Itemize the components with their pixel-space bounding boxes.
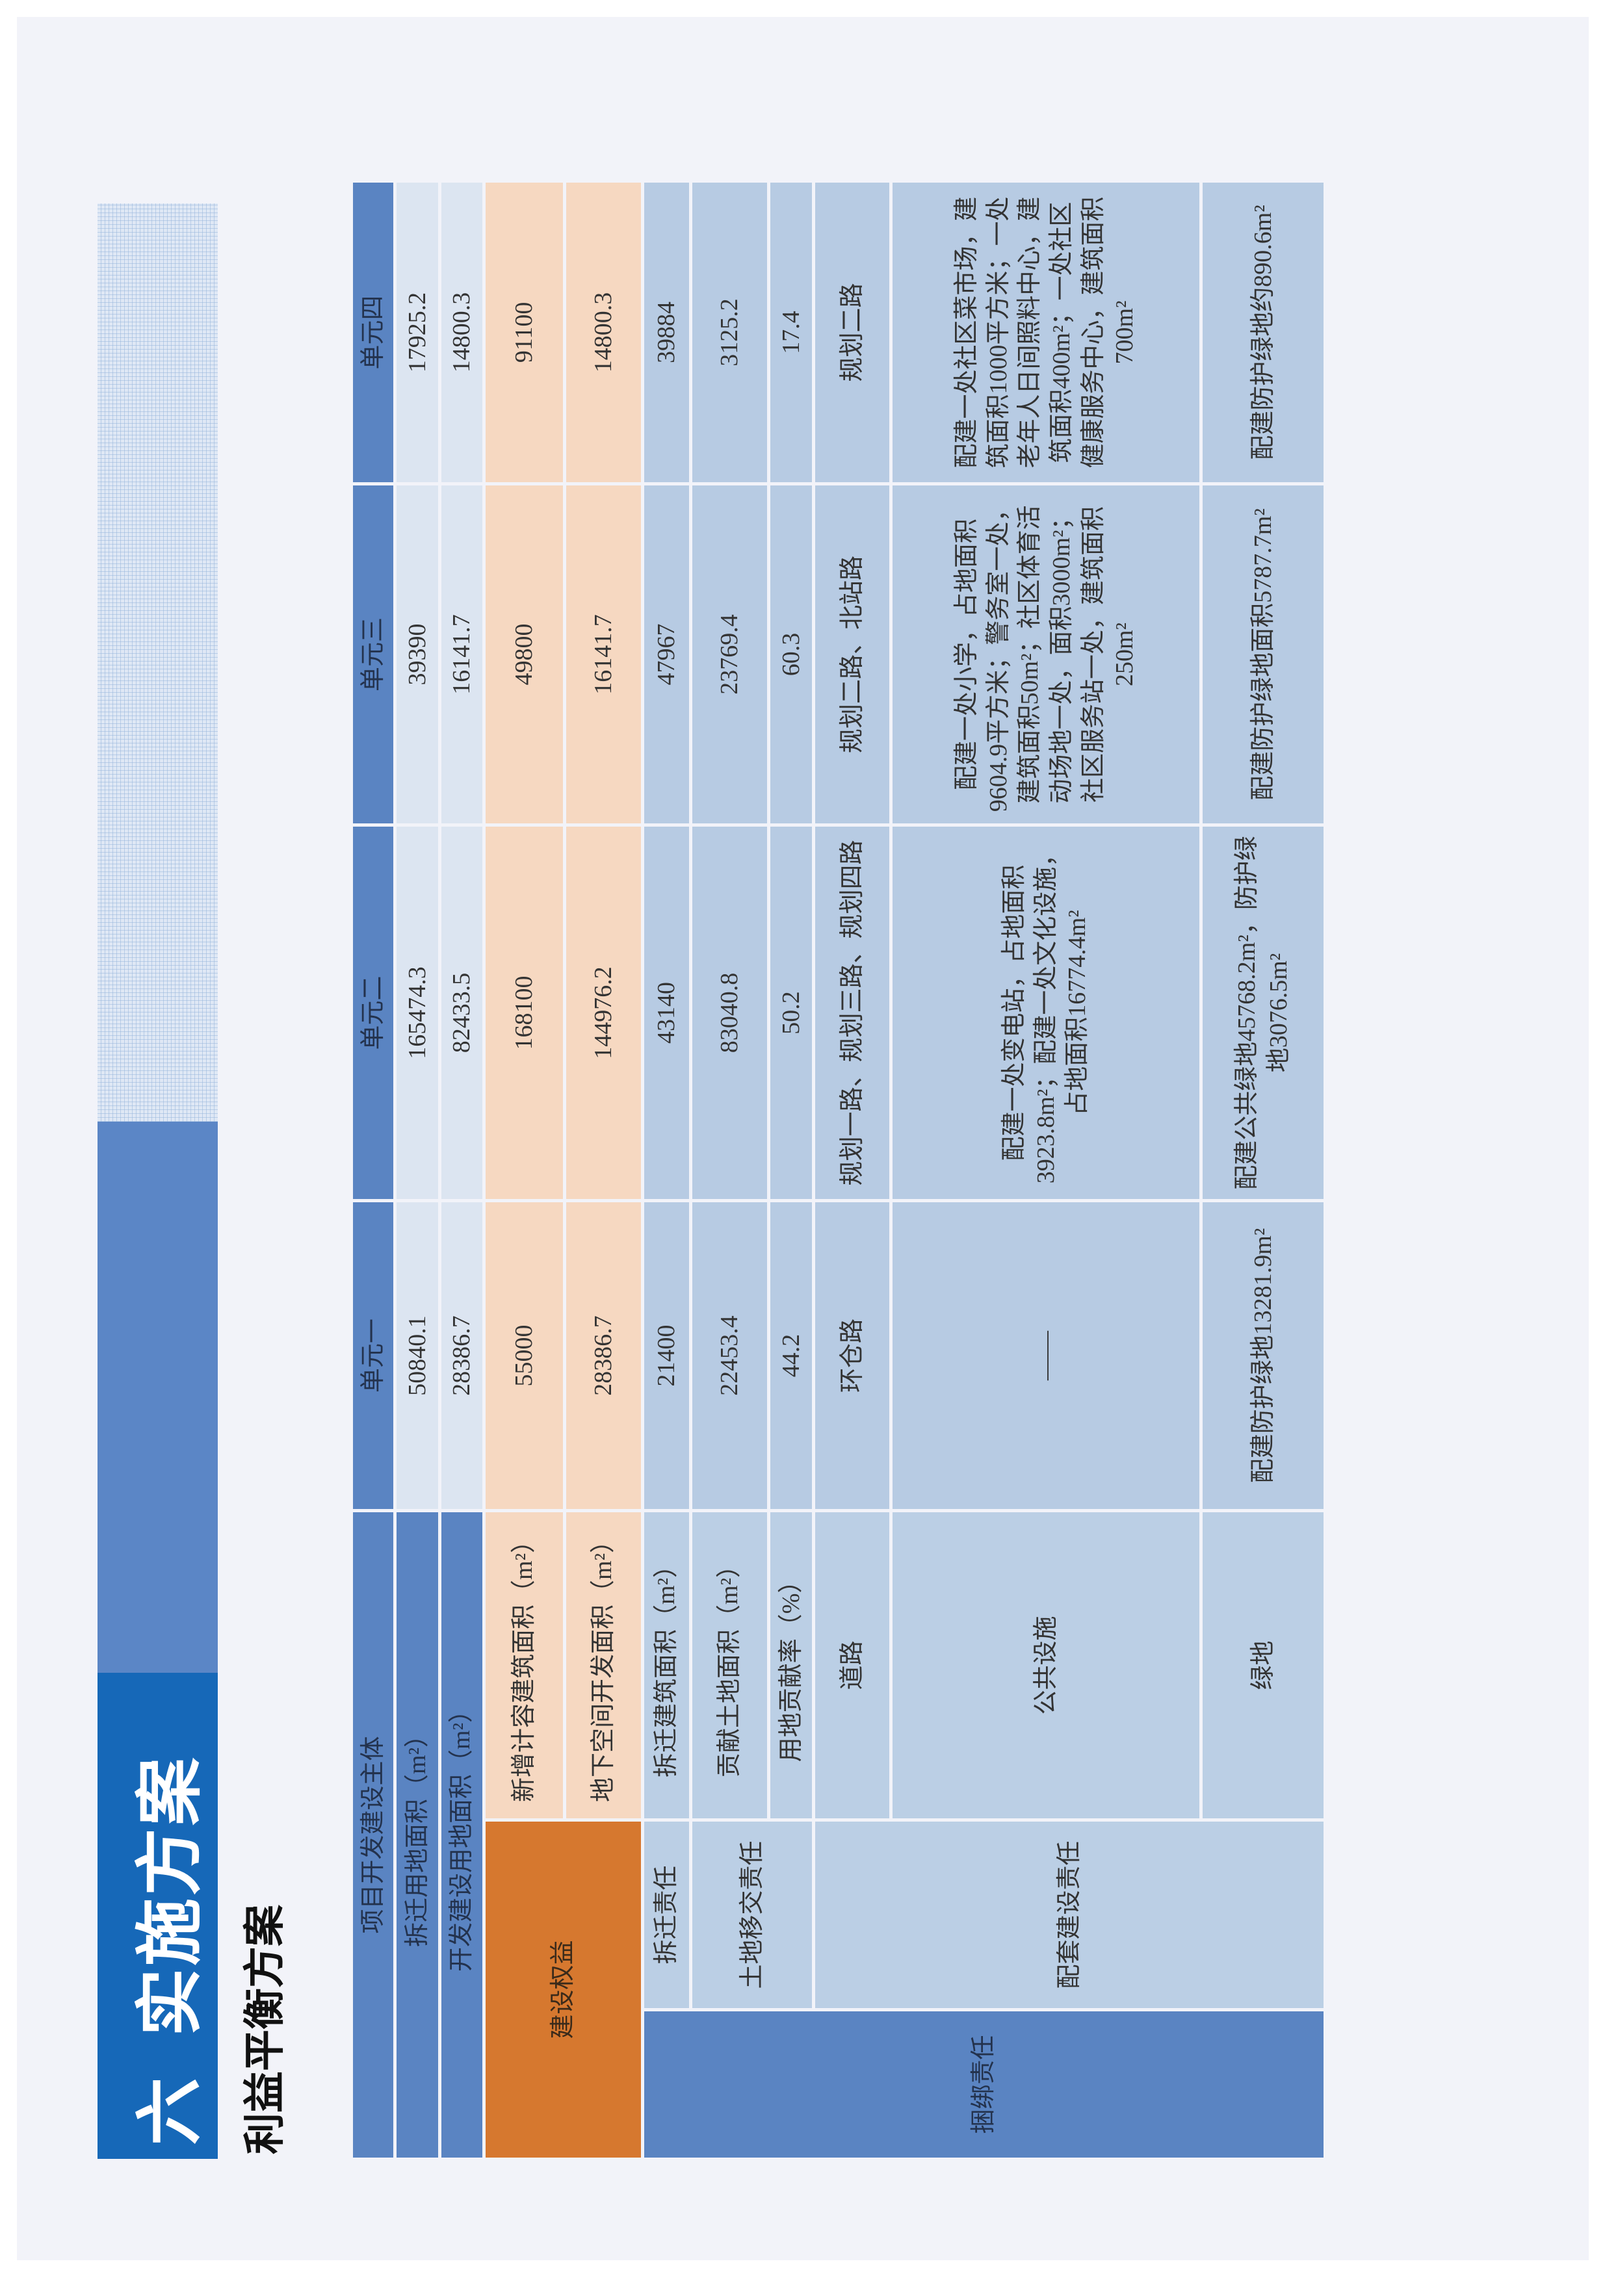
cell: 规划一路、规划三路、规划四路 bbox=[815, 826, 889, 1199]
cell: 环仓路 bbox=[815, 1202, 889, 1509]
cell: 49800 bbox=[486, 485, 563, 823]
cell: 28386.7 bbox=[566, 1202, 641, 1509]
row-label: 贡献土地面积（m²） bbox=[692, 1512, 767, 1818]
row-label: 绿地 bbox=[1203, 1512, 1324, 1818]
cell: 16141.7 bbox=[566, 485, 641, 823]
section-title: 六实施方案 bbox=[114, 1755, 213, 2145]
table-header-row: 项目开发建设主体 单元一 单元二 单元三 单元四 bbox=[353, 182, 393, 2158]
cell: 44.2 bbox=[770, 1202, 812, 1509]
cell: 配建防护绿地约890.6m² bbox=[1203, 182, 1324, 482]
cell: 28386.7 bbox=[441, 1202, 482, 1509]
cell: 22453.4 bbox=[692, 1202, 767, 1509]
table-row: 拆迁用地面积（m²） 50840.1 165474.3 39390 17925.… bbox=[397, 182, 438, 2158]
cell: 43140 bbox=[644, 826, 689, 1199]
cell: 规划二路、北站路 bbox=[815, 485, 889, 823]
cell: 47967 bbox=[644, 485, 689, 823]
cell: 50.2 bbox=[770, 826, 812, 1199]
row-label: 拆迁建筑面积（m²） bbox=[644, 1512, 689, 1818]
cell: 168100 bbox=[486, 826, 563, 1199]
row-label: 道路 bbox=[815, 1512, 889, 1818]
unit-header: 单元一 bbox=[353, 1202, 393, 1509]
cell: 50840.1 bbox=[397, 1202, 438, 1509]
cell: 55000 bbox=[486, 1202, 563, 1509]
document-page: 六 实施方案 利益平衡方案 项目开发建设主体 单元一 单元二 单元三 单元四 拆迁… bbox=[17, 17, 1589, 2260]
row-label: 公共设施 bbox=[893, 1512, 1199, 1818]
cell: 165474.3 bbox=[397, 826, 438, 1199]
table-row: 配套建设责任 道路 环仓路 规划一路、规划三路、规划四路 规划二路、北站路 规划… bbox=[815, 182, 1324, 2158]
unit-header: 单元四 bbox=[353, 182, 393, 482]
rotated-page-content: 六 实施方案 利益平衡方案 项目开发建设主体 单元一 单元二 单元三 单元四 拆迁… bbox=[17, 17, 1605, 2296]
cell: 39884 bbox=[644, 182, 689, 482]
cell: —— bbox=[893, 1202, 1199, 1509]
cell: 规划二路 bbox=[815, 182, 889, 482]
group-label-demolition: 拆迁责任 bbox=[644, 1822, 689, 2008]
cell: 144976.2 bbox=[566, 826, 641, 1199]
group-label-land-transfer: 土地移交责任 bbox=[692, 1822, 812, 2008]
cell: 14800.3 bbox=[441, 182, 482, 482]
cell: 17.4 bbox=[770, 182, 812, 482]
row-label: 开发建设用地面积（m²） bbox=[441, 1512, 482, 2158]
row-label: 地下空间开发面积（m²） bbox=[566, 1512, 641, 1818]
cell: 17925.2 bbox=[397, 182, 438, 482]
subtitle: 利益平衡方案 bbox=[241, 1905, 289, 2154]
cell: 91100 bbox=[486, 182, 563, 482]
cell: 配建一处小学，占地面积9604.9平方米；警务室一处，建筑面积50m²；社区体育… bbox=[893, 485, 1199, 823]
cell: 83040.8 bbox=[692, 826, 767, 1199]
cell: 16141.7 bbox=[441, 485, 482, 823]
cell: 39390 bbox=[397, 485, 438, 823]
cell: 82433.5 bbox=[441, 826, 482, 1199]
cell: 23769.4 bbox=[692, 485, 767, 823]
cell: 配建防护绿地面积5787.7m² bbox=[1203, 485, 1324, 823]
unit-header: 单元三 bbox=[353, 485, 393, 823]
title-bar-accent bbox=[98, 1122, 218, 1673]
cell: 配建一处变电站，占地面积3923.8m²；配建一处文化设施，占地面积16774.… bbox=[893, 826, 1199, 1199]
section-number: 六 bbox=[130, 2074, 209, 2145]
row-label: 用地贡献率（%） bbox=[770, 1512, 812, 1818]
table-row: 开发建设用地面积（m²） 28386.7 82433.5 16141.7 148… bbox=[441, 182, 482, 2158]
group-label-bound: 捆绑责任 bbox=[644, 2011, 1324, 2158]
cell: 3125.2 bbox=[692, 182, 767, 482]
header-corner: 项目开发建设主体 bbox=[353, 1512, 393, 2158]
row-label: 新增计容建筑面积（m²） bbox=[486, 1512, 563, 1818]
cell: 配建公共绿地45768.2m²，防护绿地3076.5m² bbox=[1203, 826, 1324, 1199]
unit-header: 单元二 bbox=[353, 826, 393, 1199]
group-label-rights: 建设权益 bbox=[486, 1822, 641, 2158]
row-label: 拆迁用地面积（m²） bbox=[397, 1512, 438, 2158]
title-bar-pattern bbox=[98, 203, 218, 1122]
group-label-supporting: 配套建设责任 bbox=[815, 1822, 1324, 2008]
table-row: 土地移交责任 贡献土地面积（m²） 22453.4 83040.8 23769.… bbox=[692, 182, 812, 2158]
cell: 60.3 bbox=[770, 485, 812, 823]
table-row: 捆绑责任 拆迁责任 拆迁建筑面积（m²） 21400 43140 47967 3… bbox=[644, 182, 1324, 2158]
cell: 配建一处社区菜市场，建筑面积1000平方米；一处老年人日间照料中心，建筑面积40… bbox=[893, 182, 1199, 482]
benefit-balance-table: 项目开发建设主体 单元一 单元二 单元三 单元四 拆迁用地面积（m²） 5084… bbox=[350, 179, 1327, 2161]
table-row: 建设权益 新增计容建筑面积（m²） 55000 168100 49800 911… bbox=[486, 182, 641, 2158]
cell: 21400 bbox=[644, 1202, 689, 1509]
cell: 14800.3 bbox=[566, 182, 641, 482]
section-title-text: 实施方案 bbox=[130, 1755, 209, 2036]
cell: 配建防护绿地13281.9m² bbox=[1203, 1202, 1324, 1509]
